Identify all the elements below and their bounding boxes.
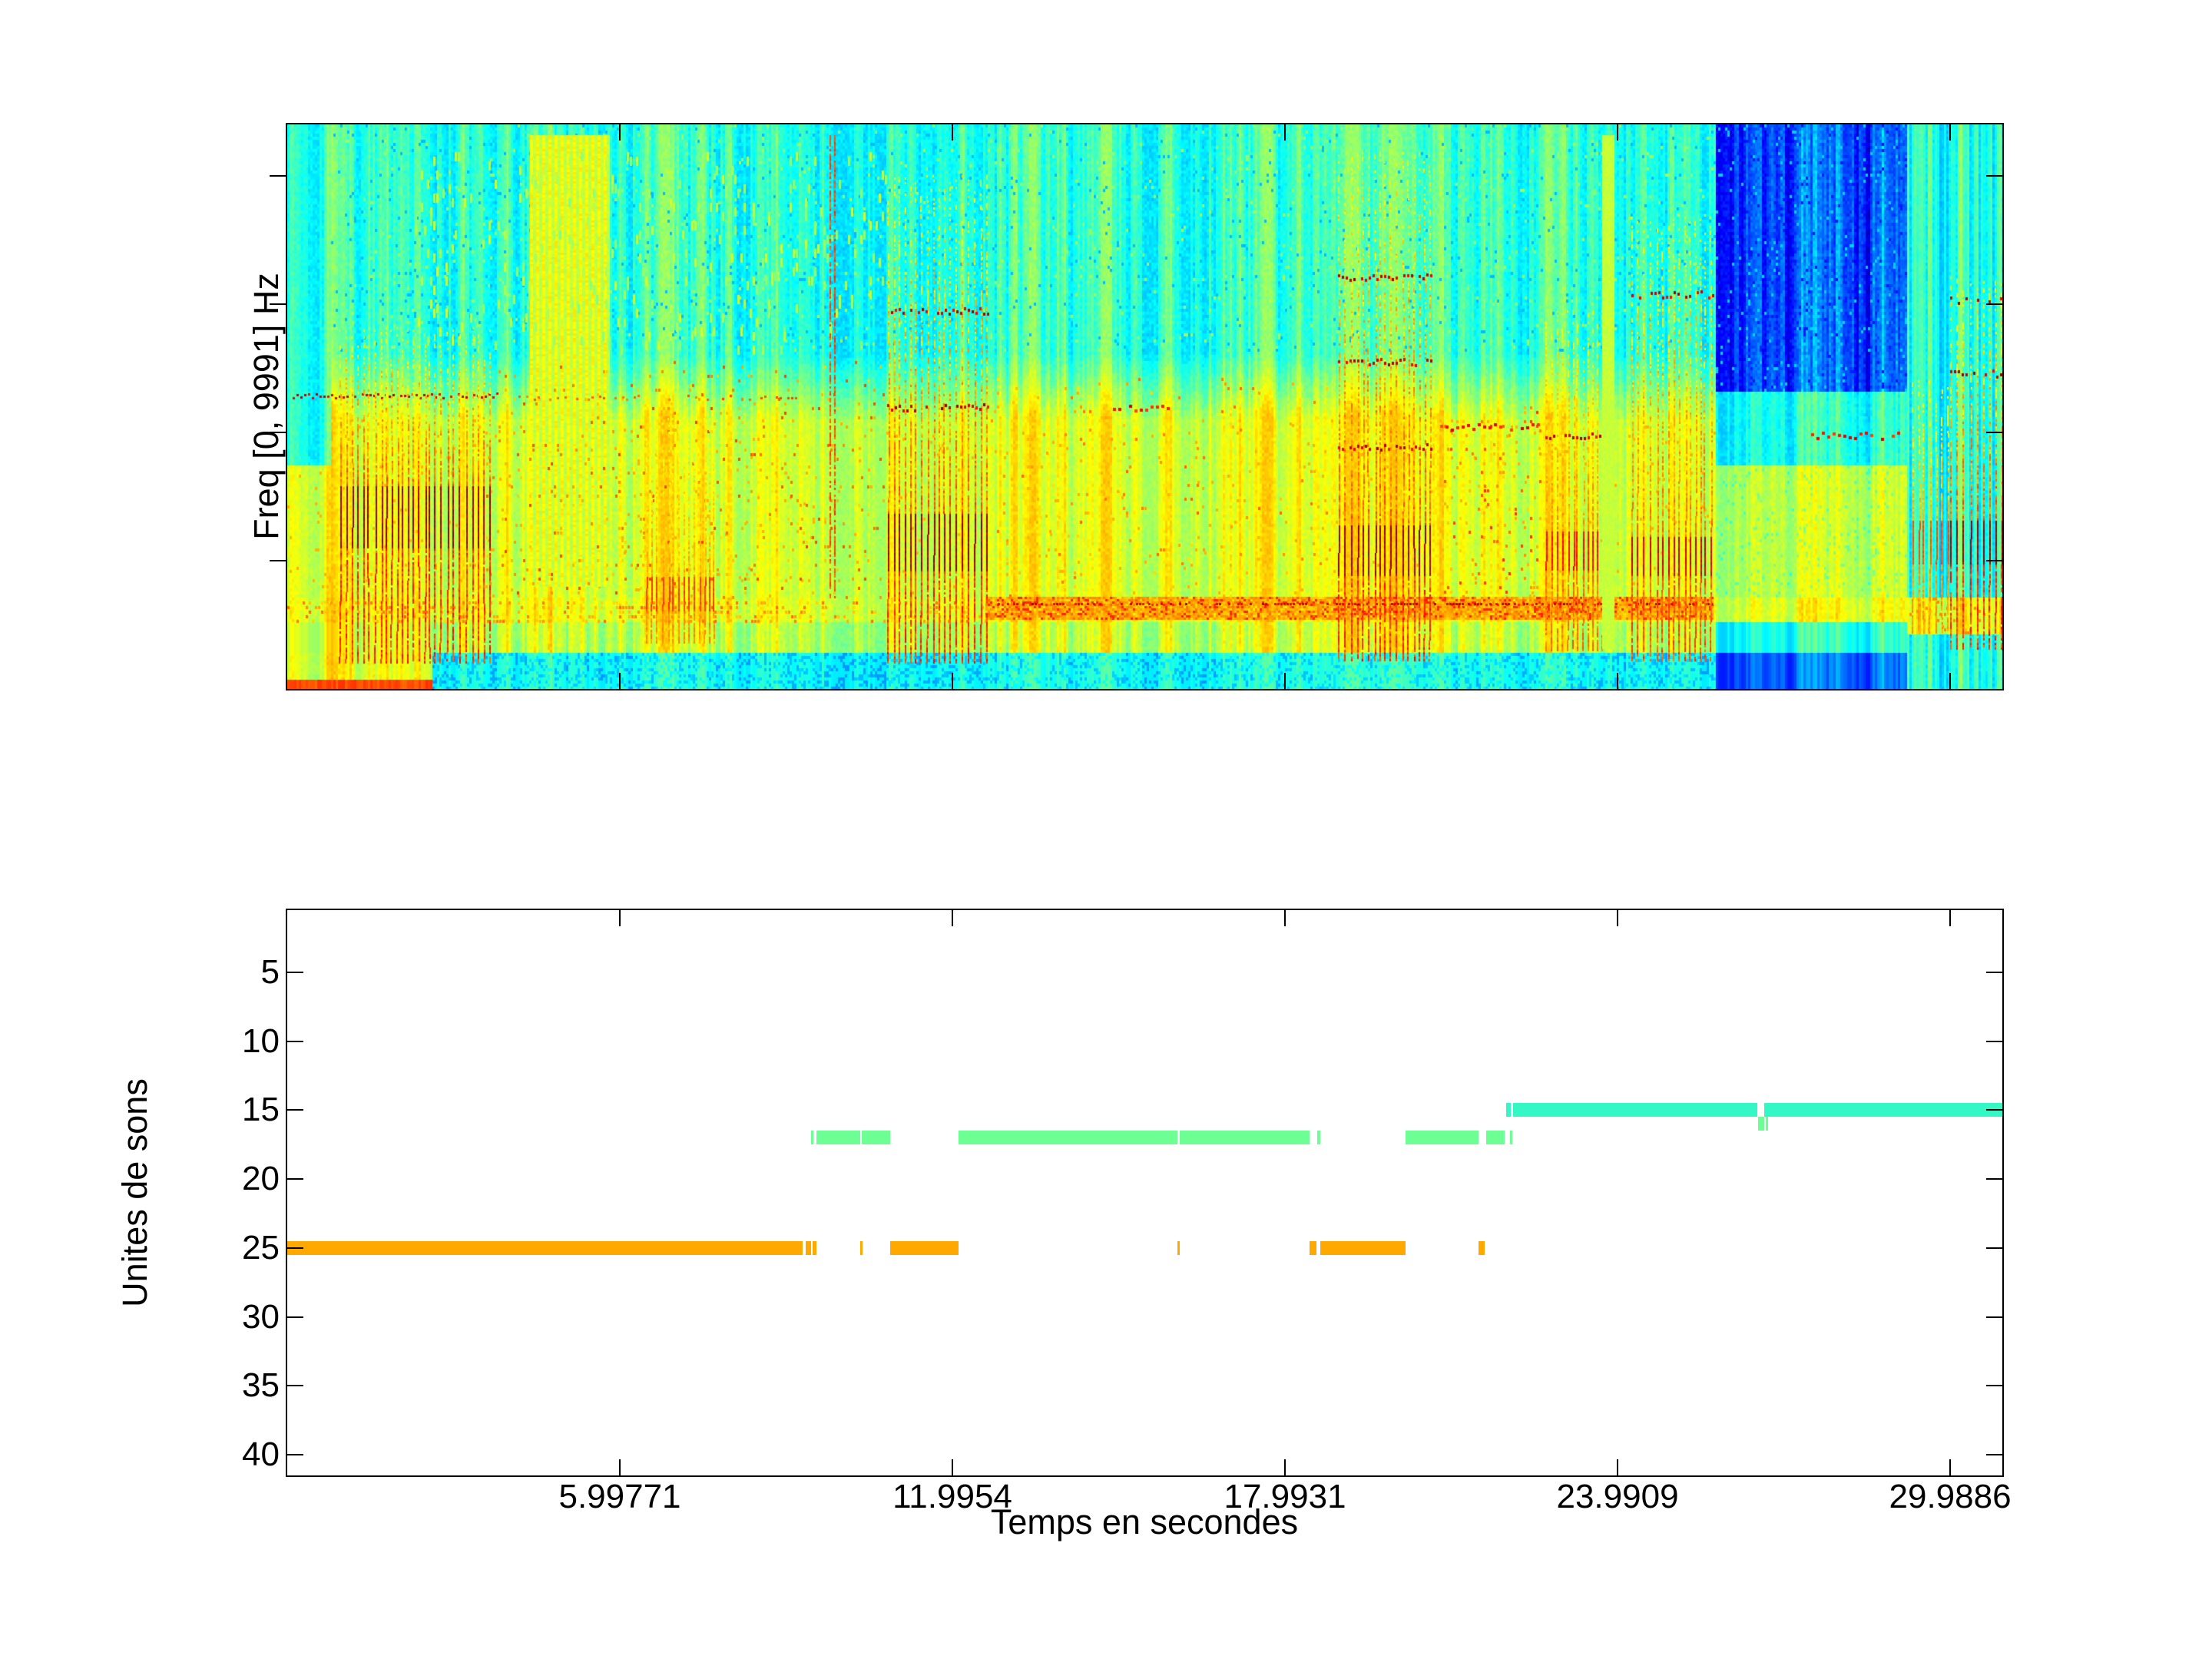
spectrogram-ytick xyxy=(1986,432,2002,434)
ethogram-ytick xyxy=(287,1454,303,1456)
ethogram-xtick xyxy=(1617,1459,1619,1475)
segment-unit-17 xyxy=(1317,1131,1320,1145)
spectrogram-ytick xyxy=(270,303,286,305)
spectrogram-axes xyxy=(270,123,2004,690)
spectrogram-ytick xyxy=(1986,303,2002,305)
segment-unit-25 xyxy=(806,1240,811,1255)
spectrogram-xtick xyxy=(619,673,621,689)
segment-unit-15 xyxy=(1512,1103,1757,1118)
ethogram-ytick xyxy=(287,1316,303,1318)
ethogram-xlabel: Temps en secondes xyxy=(990,1502,1299,1541)
segment-unit-25 xyxy=(1320,1240,1406,1255)
spectrogram-xtick xyxy=(1284,124,1286,141)
segment-unit-25 xyxy=(1310,1240,1316,1255)
ethogram-xtick xyxy=(1949,910,1952,926)
spectrogram-ytick xyxy=(270,432,286,434)
spectrogram-ytick xyxy=(1986,174,2002,177)
spectrogram-xtick xyxy=(1617,124,1619,141)
y-tick-label: 30 xyxy=(242,1297,280,1336)
y-tick-label: 40 xyxy=(242,1435,280,1474)
segment-unit-17 xyxy=(1406,1131,1479,1145)
segment-unit-17 xyxy=(816,1131,860,1145)
segment-unit-15 xyxy=(1764,1103,2002,1118)
ethogram-xtick xyxy=(619,910,621,926)
x-tick-label: 5.99771 xyxy=(558,1478,681,1515)
spectrogram-image xyxy=(287,124,2002,689)
ethogram-xtick xyxy=(1617,910,1619,926)
y-tick-label: 35 xyxy=(242,1366,280,1405)
segment-unit-15 xyxy=(1505,1103,1511,1118)
y-tick-label: 15 xyxy=(242,1091,280,1129)
segment-unit-16 xyxy=(1758,1117,1764,1131)
spectrogram-xtick xyxy=(952,124,953,141)
ethogram-ytick xyxy=(1986,1385,2002,1387)
ethogram-xtick xyxy=(619,1459,621,1475)
ethogram-xtick xyxy=(1284,910,1286,926)
segment-unit-25 xyxy=(287,1240,803,1255)
segment-unit-16 xyxy=(1765,1117,1768,1131)
ethogram-ytick xyxy=(1986,971,2002,973)
spectrogram-ytick xyxy=(1986,560,2002,562)
spectrogram-xtick xyxy=(619,124,621,141)
spectrogram-ytick xyxy=(270,560,286,562)
ethogram-ytick xyxy=(1986,1109,2002,1111)
ethogram-xtick xyxy=(952,1459,953,1475)
spectrogram-xtick xyxy=(1949,124,1952,141)
spectrogram-xtick xyxy=(1284,673,1286,689)
segment-unit-17 xyxy=(1179,1131,1310,1145)
y-tick-label: 5 xyxy=(260,952,280,991)
ethogram-ylabel: Unites de sons xyxy=(115,1078,154,1307)
ethogram-ytick xyxy=(287,1040,303,1042)
ethogram-ytick xyxy=(1986,1040,2002,1042)
segment-unit-25 xyxy=(1478,1240,1485,1255)
x-tick-label: 11.9954 xyxy=(892,1478,1012,1515)
segment-unit-25 xyxy=(889,1240,959,1255)
spectrogram-ylabel: Freq [0, 9991] Hz xyxy=(247,273,286,540)
ethogram-ytick xyxy=(1986,1316,2002,1318)
spectrogram-ytick xyxy=(270,174,286,177)
y-tick-label: 25 xyxy=(242,1228,280,1267)
segment-unit-25 xyxy=(859,1240,863,1255)
ethogram-ytick xyxy=(287,971,303,973)
y-tick-label: 10 xyxy=(242,1022,280,1060)
ethogram-xtick xyxy=(1949,1459,1952,1475)
segment-unit-17 xyxy=(1485,1131,1505,1145)
ethogram-ytick xyxy=(287,1385,303,1387)
ethogram-xtick xyxy=(1284,1459,1286,1475)
segment-unit-17 xyxy=(861,1131,890,1145)
ethogram-ytick xyxy=(1986,1247,2002,1249)
spectrogram-xtick xyxy=(952,673,953,689)
spectrogram-xtick xyxy=(1949,673,1952,689)
x-tick-label: 23.9909 xyxy=(1556,1478,1679,1515)
segment-unit-25 xyxy=(1177,1240,1180,1255)
x-tick-label: 29.9886 xyxy=(1889,1478,2012,1515)
segment-unit-17 xyxy=(958,1131,1177,1145)
ethogram-ytick xyxy=(287,1109,303,1111)
x-tick-label: 17.9931 xyxy=(1224,1478,1346,1515)
y-tick-label: 20 xyxy=(242,1160,280,1198)
ethogram-ytick xyxy=(287,1247,303,1249)
ethogram-axes xyxy=(286,909,2004,1477)
segment-unit-25 xyxy=(812,1240,817,1255)
ethogram-ytick xyxy=(1986,1454,2002,1456)
ethogram-ytick xyxy=(287,1178,303,1181)
segment-unit-17 xyxy=(1509,1131,1512,1145)
spectrogram-xtick xyxy=(1617,673,1619,689)
ethogram-ytick xyxy=(1986,1178,2002,1181)
ethogram-xtick xyxy=(952,910,953,926)
segment-unit-17 xyxy=(810,1131,813,1145)
